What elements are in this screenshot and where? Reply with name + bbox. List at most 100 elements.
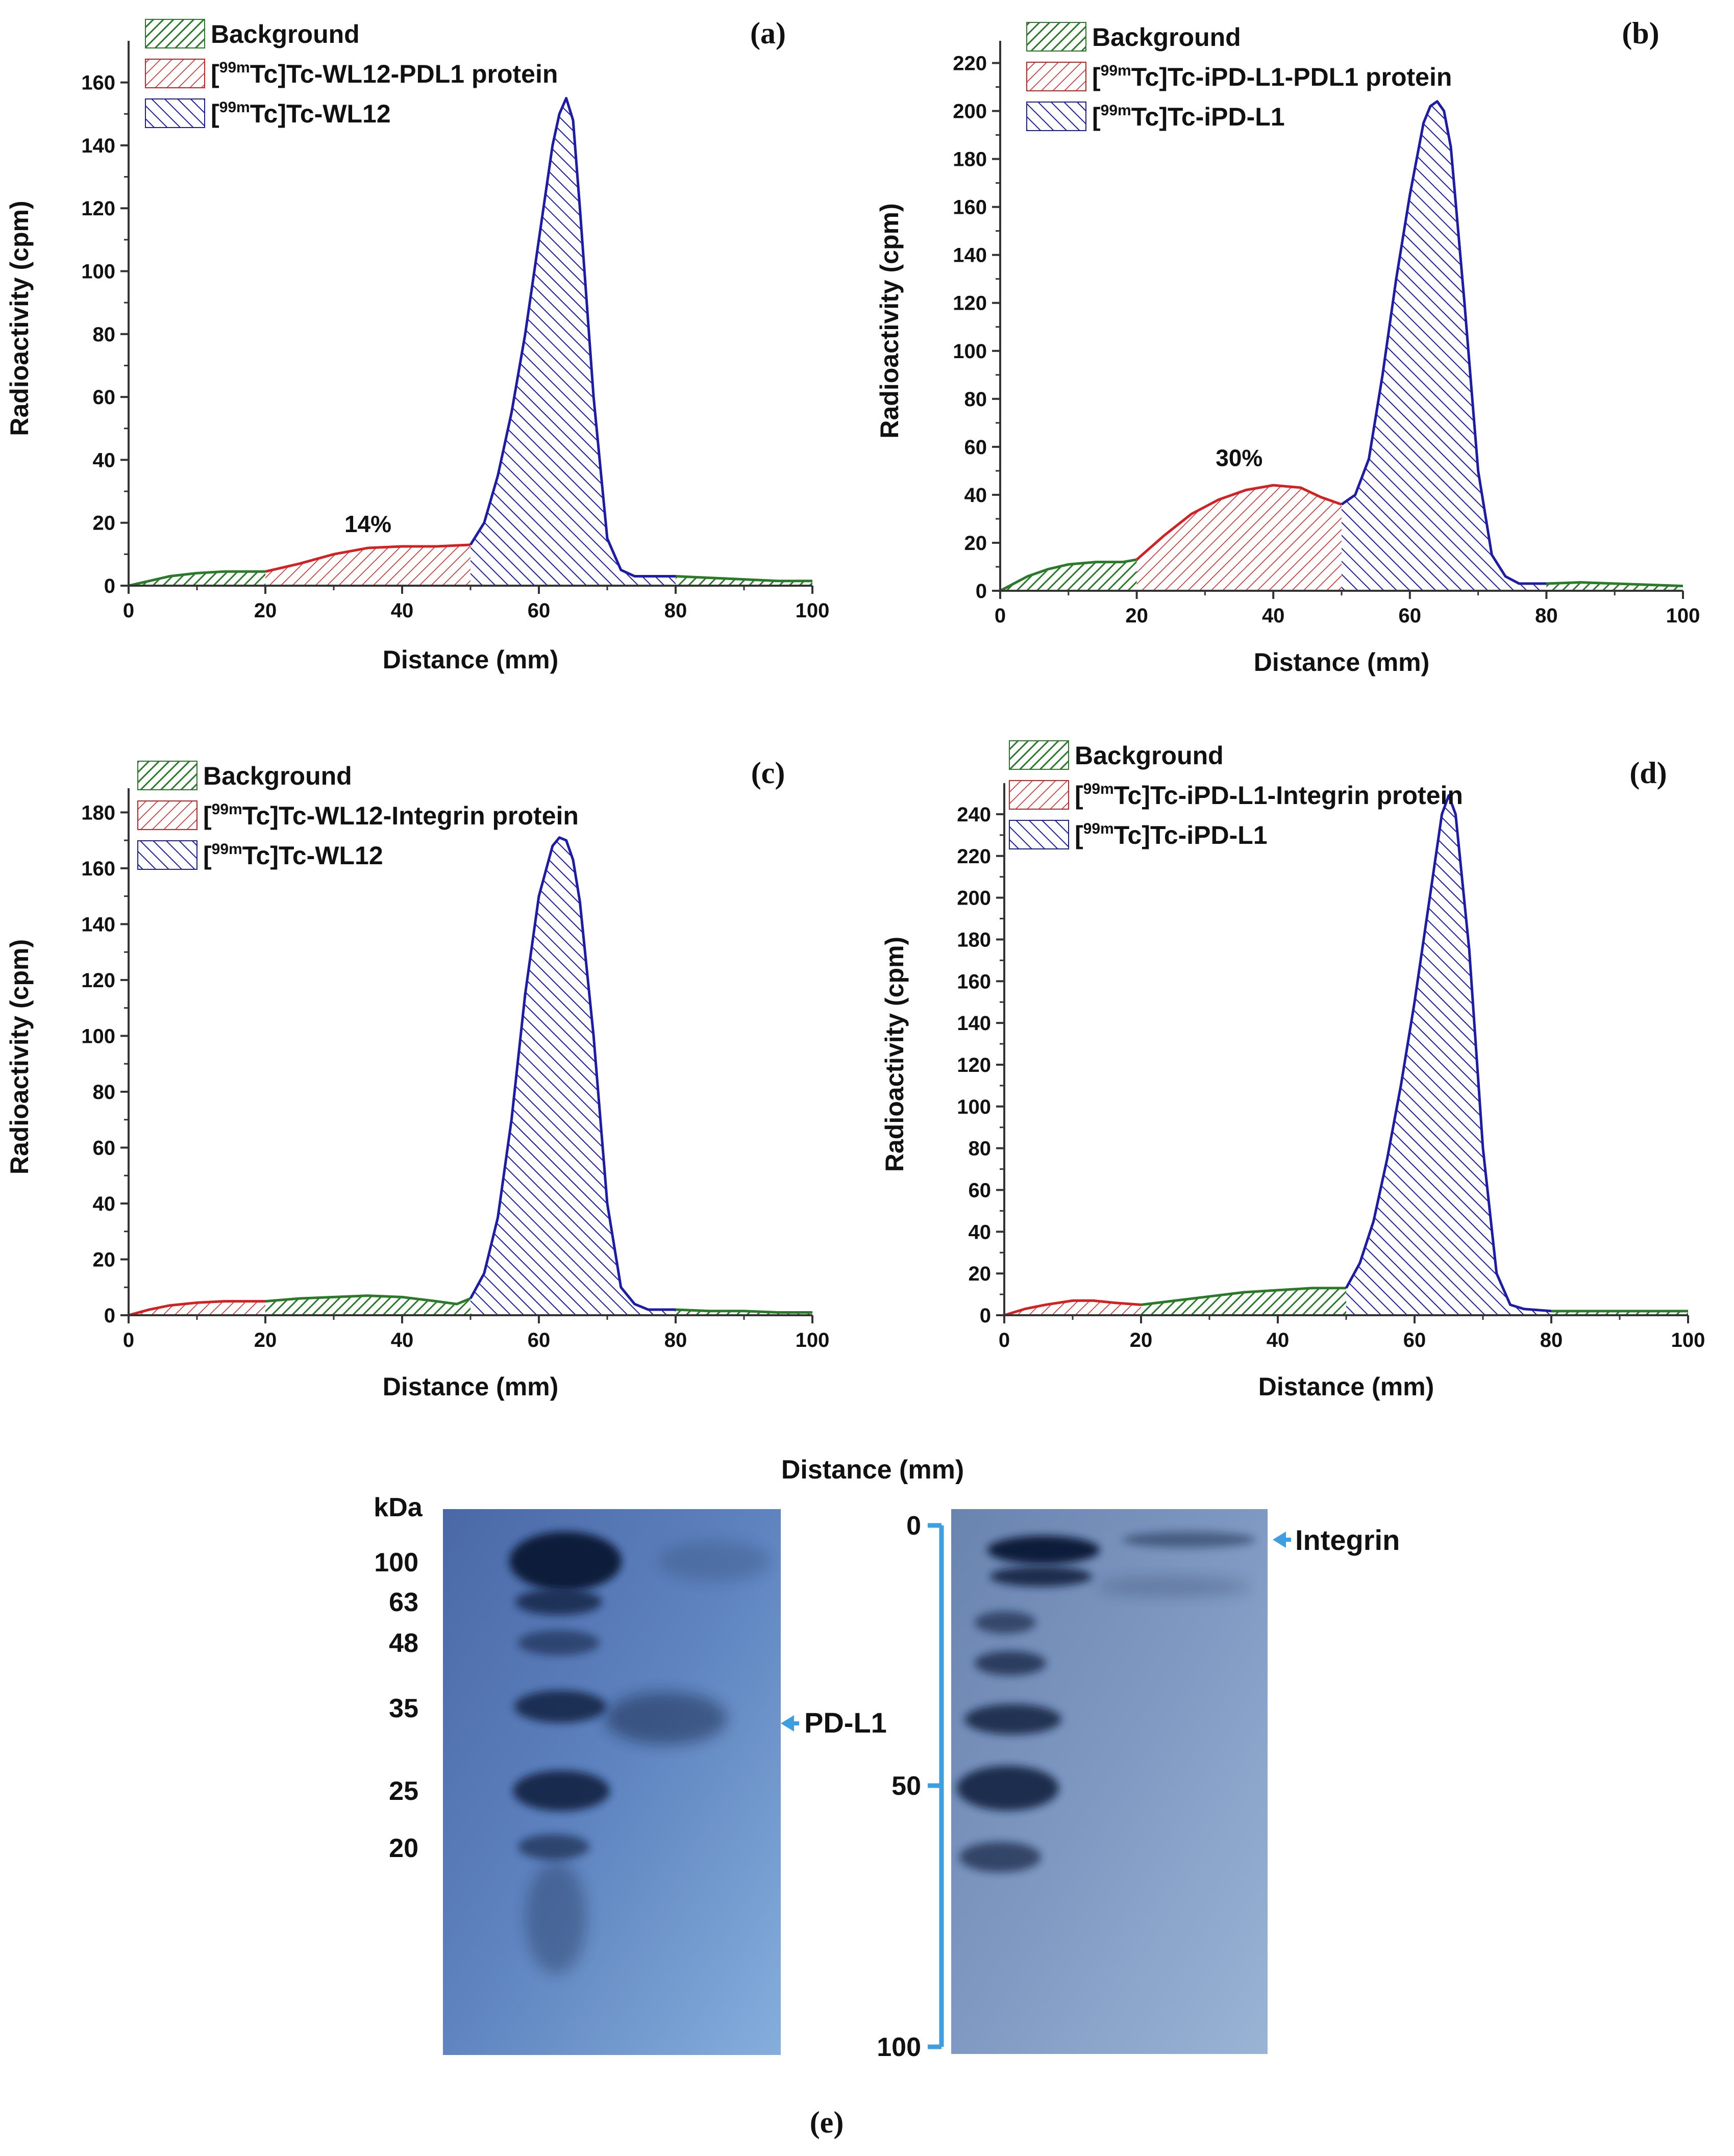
line-background-segment bbox=[999, 558, 1137, 592]
y-tick-label: 60 bbox=[93, 386, 116, 409]
area-background-segment bbox=[1000, 559, 1137, 591]
y-tick-label: 160 bbox=[81, 858, 115, 880]
x-axis-title: Distance (mm) bbox=[383, 1372, 559, 1401]
line-background-segment bbox=[128, 570, 265, 587]
legend-swatch-free bbox=[145, 98, 205, 128]
y-tick-label: 20 bbox=[93, 1248, 116, 1271]
line-protein-segment bbox=[1004, 1299, 1142, 1317]
ladder-band bbox=[990, 1566, 1092, 1587]
ladder-band bbox=[987, 1536, 1100, 1564]
kda-tick-labels: 100 63 48 35 25 20 bbox=[374, 1548, 418, 1863]
percent-annotation: 30% bbox=[1216, 444, 1262, 471]
chart-panel-c: 0 20 40 60 80 100 0 20 40 60 80 100 120 140 160 180 Dist… bbox=[5, 756, 829, 1401]
sample-smear bbox=[658, 1541, 771, 1582]
y-tick-label: 120 bbox=[957, 1054, 991, 1076]
ladder-band bbox=[518, 1630, 600, 1656]
panel-label: (c) bbox=[751, 756, 785, 790]
legend-label-free: [99mTc]Tc-iPD-L1 bbox=[1075, 820, 1268, 849]
legend-swatch-protein bbox=[1026, 62, 1086, 91]
kda-tick-label: 25 bbox=[389, 1776, 418, 1806]
ladder-band bbox=[957, 1766, 1059, 1811]
legend-swatch-background bbox=[1009, 740, 1069, 770]
area-protein-segment bbox=[1136, 485, 1342, 591]
x-tick-label: 20 bbox=[1125, 605, 1148, 627]
ladder-band bbox=[513, 1770, 610, 1811]
pdl1-blot-membrane bbox=[443, 1509, 781, 2055]
y-tick-label: 100 bbox=[81, 261, 115, 283]
distance-tick-100: 100 bbox=[877, 2033, 921, 2062]
y-tick-label: 220 bbox=[957, 845, 991, 868]
legend-swatch-free bbox=[1009, 820, 1069, 849]
line-background-segment bbox=[675, 1308, 812, 1314]
y-tick-label: 20 bbox=[969, 1263, 992, 1285]
legend-swatch-background bbox=[137, 761, 197, 790]
legend-label-background: Background bbox=[211, 20, 360, 48]
x-tick-label: 40 bbox=[1267, 1329, 1290, 1351]
legend-swatch-free bbox=[137, 840, 197, 870]
line-free-segment bbox=[469, 96, 676, 578]
legend-label-protein: [99mTc]Tc-iPD-L1-Integrin protein bbox=[1075, 781, 1463, 810]
area-free-segment bbox=[470, 837, 676, 1315]
percent-annotation: 14% bbox=[344, 511, 391, 537]
x-tick-label: 40 bbox=[1262, 605, 1285, 627]
ladder-band bbox=[515, 1589, 602, 1615]
x-tick-label: 80 bbox=[664, 599, 687, 622]
y-tick-label: 120 bbox=[81, 197, 115, 220]
x-tick-label: 80 bbox=[1540, 1329, 1563, 1351]
y-tick-label: 100 bbox=[953, 340, 987, 363]
kda-tick-label: 20 bbox=[389, 1834, 418, 1863]
y-axis-title: Radioactivity (cpm) bbox=[5, 939, 34, 1174]
distance-tick-50: 50 bbox=[891, 1771, 921, 1801]
y-tick-label: 120 bbox=[953, 292, 987, 315]
y-tick-label: 60 bbox=[93, 1137, 116, 1159]
legend-label-protein: [99mTc]Tc-iPD-L1-PDL1 protein bbox=[1092, 62, 1452, 91]
legend-label-background: Background bbox=[1075, 741, 1224, 770]
legend-label-background: Background bbox=[1092, 23, 1241, 52]
pdl1-arrow-icon bbox=[781, 1715, 794, 1732]
pdl1-band bbox=[605, 1692, 727, 1745]
area-background-segment bbox=[265, 1295, 470, 1315]
panel-label: (d) bbox=[1629, 756, 1667, 790]
y-tick-label: 200 bbox=[953, 101, 987, 123]
x-tick-label: 20 bbox=[254, 1329, 277, 1351]
pdl1-blot-ladder-bands bbox=[509, 1532, 771, 1974]
area-background-segment bbox=[1546, 582, 1683, 591]
y-tick-label: 180 bbox=[81, 801, 115, 824]
y-tick-label: 40 bbox=[969, 1221, 992, 1243]
integrin-band bbox=[1123, 1532, 1255, 1548]
distance-tick-0: 0 bbox=[906, 1511, 921, 1541]
y-tick-label: 40 bbox=[93, 1193, 116, 1215]
kda-tick-label: 100 bbox=[374, 1548, 418, 1577]
line-protein-segment bbox=[128, 1300, 265, 1317]
legend-swatch-free bbox=[1026, 102, 1086, 131]
panel-label: (a) bbox=[750, 16, 786, 50]
y-axis-title: Radioactivity (cpm) bbox=[875, 203, 904, 438]
panel-label-e: (e) bbox=[810, 2105, 844, 2139]
x-tick-label: 60 bbox=[528, 599, 551, 622]
y-tick-label: 60 bbox=[964, 436, 987, 459]
pdl1-label: PD-L1 bbox=[804, 1707, 887, 1739]
line-free-segment bbox=[1345, 794, 1552, 1313]
line-background-segment bbox=[1141, 1287, 1346, 1307]
x-tick-label: 60 bbox=[1399, 605, 1422, 627]
area-background-segment bbox=[1141, 1288, 1346, 1315]
distance-bracket bbox=[928, 1523, 944, 2049]
ladder-smear bbox=[526, 1862, 587, 1974]
y-tick-label: 80 bbox=[964, 388, 987, 411]
legend-label-protein: [99mTc]Tc-WL12-Integrin protein bbox=[203, 801, 579, 830]
y-tick-label: 100 bbox=[957, 1096, 991, 1118]
legend-label-free: [99mTc]Tc-iPD-L1 bbox=[1092, 102, 1285, 131]
y-tick-label: 160 bbox=[81, 72, 115, 94]
y-axis-title: Radioactivity (cpm) bbox=[5, 200, 34, 436]
ladder-band bbox=[518, 1834, 589, 1860]
line-protein-segment bbox=[1135, 484, 1342, 561]
ladder-band bbox=[964, 1704, 1061, 1735]
y-tick-label: 220 bbox=[953, 53, 987, 75]
y-tick-label: 0 bbox=[104, 1305, 115, 1327]
line-background-segment bbox=[675, 575, 812, 583]
y-tick-label: 140 bbox=[953, 244, 987, 267]
chart-panel-d: 0 20 40 60 80 100 0 20 40 60 80 100 120 140 160 180 200 2… bbox=[880, 740, 1705, 1401]
y-tick-label: 20 bbox=[93, 512, 116, 535]
y-tick-label: 0 bbox=[976, 580, 987, 603]
